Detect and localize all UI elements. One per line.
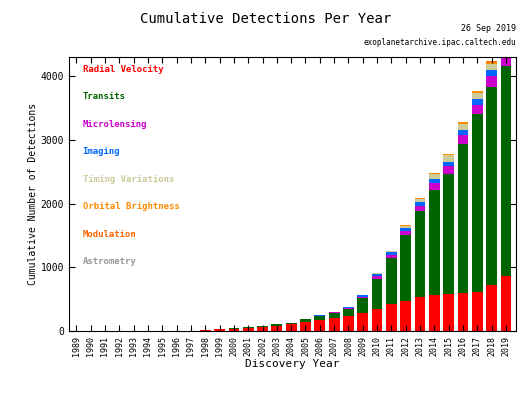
- Bar: [415, 206, 426, 211]
- Bar: [429, 174, 440, 179]
- Bar: [415, 297, 426, 331]
- Bar: [458, 135, 468, 143]
- Bar: [429, 295, 440, 331]
- Bar: [486, 76, 497, 87]
- Bar: [501, 54, 511, 66]
- Bar: [343, 309, 354, 316]
- Bar: [329, 312, 339, 313]
- Bar: [300, 322, 311, 331]
- Bar: [372, 276, 383, 279]
- Text: Cumulative Detections Per Year: Cumulative Detections Per Year: [140, 12, 392, 26]
- Bar: [501, 276, 511, 331]
- Bar: [257, 326, 268, 327]
- Bar: [300, 319, 311, 322]
- Bar: [486, 62, 497, 63]
- Bar: [486, 63, 497, 70]
- X-axis label: Discovery Year: Discovery Year: [245, 359, 340, 369]
- Bar: [458, 124, 468, 130]
- Bar: [415, 202, 426, 206]
- Bar: [443, 294, 454, 331]
- Bar: [243, 327, 254, 328]
- Bar: [486, 284, 497, 331]
- Bar: [415, 198, 426, 199]
- Text: Radial Velocity: Radial Velocity: [82, 65, 163, 74]
- Bar: [386, 251, 397, 252]
- Text: Orbital Brightness: Orbital Brightness: [82, 202, 179, 211]
- Bar: [429, 179, 440, 183]
- Bar: [401, 225, 411, 228]
- Bar: [401, 228, 411, 231]
- Text: Microlensing: Microlensing: [82, 120, 147, 129]
- Bar: [472, 292, 483, 331]
- Bar: [314, 316, 325, 320]
- Bar: [443, 156, 454, 162]
- Bar: [358, 295, 368, 297]
- Bar: [472, 105, 483, 114]
- Bar: [501, 41, 511, 48]
- Bar: [372, 279, 383, 309]
- Bar: [443, 174, 454, 294]
- Bar: [429, 183, 440, 190]
- Bar: [257, 327, 268, 331]
- Text: 26 Sep 2019: 26 Sep 2019: [461, 24, 516, 33]
- Bar: [386, 255, 397, 258]
- Bar: [472, 114, 483, 292]
- Bar: [372, 274, 383, 276]
- Bar: [458, 130, 468, 135]
- Bar: [415, 199, 426, 202]
- Bar: [214, 329, 225, 331]
- Bar: [286, 324, 296, 331]
- Bar: [358, 299, 368, 313]
- Bar: [372, 309, 383, 331]
- Bar: [401, 235, 411, 301]
- Bar: [472, 91, 483, 93]
- Bar: [486, 87, 497, 284]
- Bar: [501, 66, 511, 276]
- Bar: [343, 316, 354, 331]
- Bar: [501, 48, 511, 54]
- Bar: [372, 273, 383, 274]
- Text: Modulation: Modulation: [82, 229, 136, 239]
- Bar: [429, 190, 440, 295]
- Bar: [472, 99, 483, 105]
- Bar: [343, 308, 354, 309]
- Bar: [415, 211, 426, 297]
- Bar: [458, 122, 468, 124]
- Bar: [501, 39, 511, 41]
- Bar: [358, 313, 368, 331]
- Bar: [271, 324, 282, 326]
- Y-axis label: Cumulative Number of Detections: Cumulative Number of Detections: [28, 103, 38, 285]
- Bar: [443, 166, 454, 174]
- Bar: [343, 307, 354, 308]
- Bar: [472, 93, 483, 99]
- Bar: [243, 328, 254, 331]
- Bar: [443, 154, 454, 156]
- Bar: [229, 328, 239, 331]
- Text: exoplanetarchive.ipac.caltech.edu: exoplanetarchive.ipac.caltech.edu: [363, 38, 516, 47]
- Bar: [200, 330, 211, 331]
- Bar: [271, 326, 282, 331]
- Bar: [329, 318, 339, 331]
- Bar: [501, 38, 511, 39]
- Bar: [314, 320, 325, 331]
- Bar: [386, 252, 397, 255]
- Bar: [401, 301, 411, 331]
- Bar: [486, 70, 497, 76]
- Bar: [443, 162, 454, 166]
- Bar: [329, 311, 339, 312]
- Text: Timing Variations: Timing Variations: [82, 175, 174, 184]
- Bar: [186, 330, 196, 331]
- Text: Transits: Transits: [82, 92, 126, 101]
- Bar: [386, 258, 397, 304]
- Bar: [329, 313, 339, 318]
- Bar: [458, 143, 468, 293]
- Bar: [429, 173, 440, 174]
- Bar: [286, 323, 296, 324]
- Text: Imaging: Imaging: [82, 147, 120, 156]
- Bar: [401, 231, 411, 235]
- Bar: [458, 293, 468, 331]
- Text: Astrometry: Astrometry: [82, 257, 136, 266]
- Bar: [358, 297, 368, 299]
- Bar: [386, 304, 397, 331]
